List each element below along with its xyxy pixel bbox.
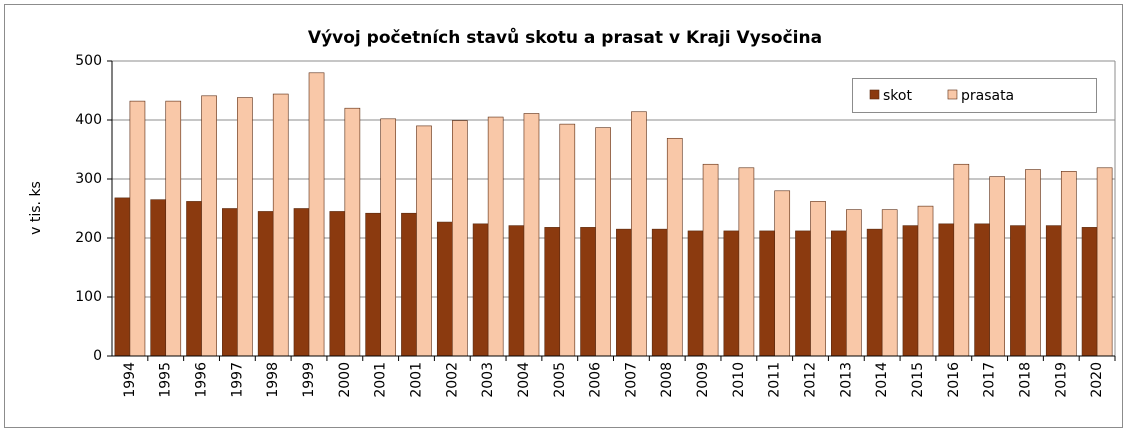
bar — [114, 197, 131, 357]
bar — [953, 163, 970, 357]
x-tick-label: 1999 — [301, 362, 317, 398]
y-tick-label: 500 — [75, 53, 102, 69]
bar — [1010, 225, 1026, 357]
x-tick-label: 2007 — [623, 362, 639, 398]
y-tick-label: 200 — [75, 230, 102, 246]
bar — [1045, 225, 1062, 357]
x-tick-label: 1997 — [229, 362, 245, 398]
x-tick-label: 2012 — [803, 362, 819, 398]
bar — [129, 100, 146, 357]
bar — [472, 223, 489, 357]
x-tick-label: 2015 — [910, 362, 926, 398]
bar — [1081, 227, 1098, 357]
bar — [186, 201, 202, 357]
bar — [917, 205, 934, 357]
bar — [452, 120, 468, 357]
bar — [1096, 167, 1113, 357]
bar — [365, 212, 381, 357]
bar — [759, 230, 775, 357]
bar — [830, 230, 847, 357]
x-tick-label: 2017 — [982, 362, 998, 398]
bar — [436, 221, 453, 357]
x-tick-label: 1998 — [265, 362, 281, 398]
bar — [201, 95, 217, 357]
legend-label: prasata — [961, 88, 1014, 104]
x-tick-label: 2004 — [516, 362, 532, 398]
legend-label: skot — [883, 88, 912, 104]
bar — [616, 228, 632, 357]
bar — [416, 125, 432, 357]
bar — [523, 113, 540, 357]
bar — [580, 227, 596, 357]
x-tick-label: 2002 — [444, 362, 460, 398]
x-tick-label: 2005 — [552, 362, 568, 398]
bar — [702, 163, 719, 357]
bar — [902, 225, 919, 357]
bar — [974, 223, 990, 357]
bar — [401, 212, 417, 357]
bar — [1025, 169, 1041, 357]
bar — [795, 230, 811, 357]
bar — [487, 116, 504, 357]
x-tick-label: 1996 — [194, 362, 210, 398]
bar — [272, 93, 289, 357]
bar — [380, 118, 397, 357]
y-tick-label: 0 — [93, 348, 102, 364]
x-tick-label: 2020 — [1089, 362, 1105, 398]
x-tick-label: 2008 — [659, 362, 675, 398]
bar — [1060, 171, 1077, 357]
legend-swatch — [947, 89, 958, 100]
x-tick-label: 2013 — [838, 362, 854, 398]
bar — [651, 228, 668, 357]
bar — [687, 230, 704, 357]
bar — [738, 167, 755, 357]
bar — [222, 208, 238, 357]
bar — [631, 111, 647, 357]
x-tick-label: 2001 — [373, 362, 389, 398]
x-tick-label: 2009 — [695, 362, 711, 398]
x-tick-label: 2003 — [480, 362, 496, 398]
bar — [559, 123, 576, 357]
x-tick-label: 2006 — [588, 362, 604, 398]
y-tick-label: 100 — [75, 289, 102, 305]
x-tick-label: 1994 — [122, 362, 138, 398]
bar — [544, 227, 561, 357]
bar — [308, 72, 325, 357]
bar — [165, 100, 182, 357]
y-axis-label: v tis. ks — [28, 181, 44, 235]
x-tick-label: 1995 — [158, 362, 174, 398]
x-tick-label: 2016 — [946, 362, 962, 398]
bar — [150, 199, 167, 357]
x-tick-label: 2000 — [337, 362, 353, 398]
bar — [344, 107, 361, 357]
x-tick-label: 2018 — [1017, 362, 1033, 398]
bar — [938, 223, 955, 357]
legend-swatch — [869, 89, 880, 100]
bar — [846, 209, 862, 357]
x-tick-label: 2001 — [408, 362, 424, 398]
bar — [774, 190, 791, 357]
x-tick-label: 2019 — [1053, 362, 1069, 398]
bar — [329, 211, 346, 357]
bar — [989, 176, 1005, 357]
bar — [810, 201, 826, 357]
bar — [595, 127, 611, 357]
bar — [508, 225, 525, 357]
bar — [237, 97, 253, 357]
y-tick-label: 300 — [75, 171, 102, 187]
bar — [257, 211, 274, 357]
bar — [293, 208, 310, 357]
y-tick-label: 400 — [75, 112, 102, 128]
chart-title: Vývoj početních stavů skotu a prasat v K… — [308, 26, 822, 48]
x-tick-label: 2014 — [874, 362, 890, 398]
bar — [866, 228, 883, 357]
bar — [723, 230, 740, 357]
legend-box — [852, 78, 1097, 113]
bar — [881, 209, 898, 357]
x-tick-label: 2011 — [767, 362, 783, 398]
bar — [666, 137, 683, 357]
x-tick-label: 2010 — [731, 362, 747, 398]
